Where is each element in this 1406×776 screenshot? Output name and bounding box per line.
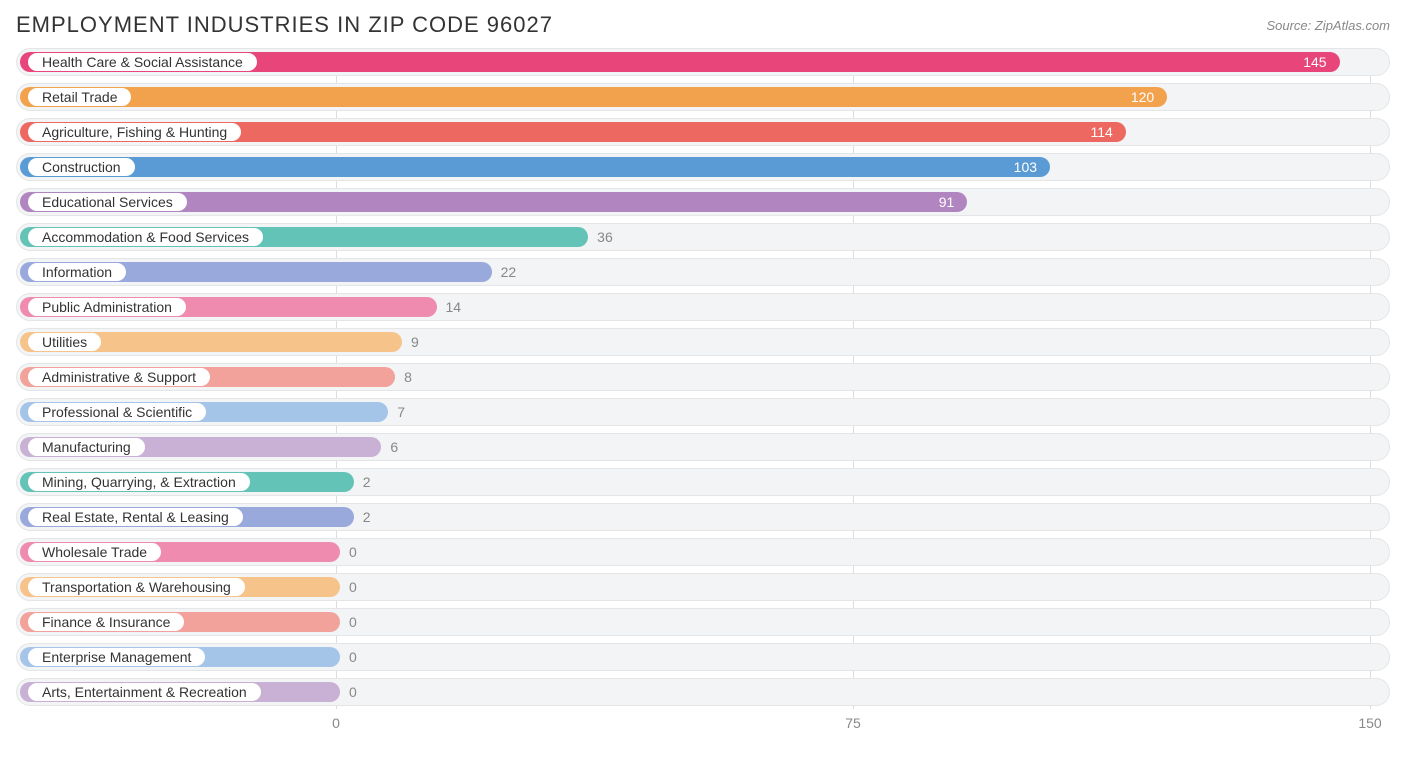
bar-label: Transportation & Warehousing [27,577,246,597]
bar-value: 0 [349,544,357,560]
bar-row: Wholesale Trade 0 [16,538,1390,566]
x-axis-tick: 150 [1358,715,1381,731]
bar-row: Transportation & Warehousing 0 [16,573,1390,601]
bar-row: Construction 103 [16,153,1390,181]
bar-row: Administrative & Support 8 [16,363,1390,391]
bar-row: Finance & Insurance 0 [16,608,1390,636]
bar-value: 0 [349,614,357,630]
bar-label: Finance & Insurance [27,612,185,632]
source-credit: Source: ZipAtlas.com [1266,18,1390,33]
bar-row: Utilities 9 [16,328,1390,356]
bar-row: Professional & Scientific 7 [16,398,1390,426]
bar-value: 120 [1131,89,1154,105]
bar-value: 14 [446,299,462,315]
bar-row: Public Administration 14 [16,293,1390,321]
bar-value: 0 [349,684,357,700]
bar-value: 7 [397,404,405,420]
bar-row: Manufacturing 6 [16,433,1390,461]
bar-row: Retail Trade 120 [16,83,1390,111]
bar-label: Professional & Scientific [27,402,207,422]
bar-value: 8 [404,369,412,385]
bar-label: Manufacturing [27,437,146,457]
bar-fill [20,157,1050,177]
bar-label: Administrative & Support [27,367,211,387]
bar-row: Accommodation & Food Services 36 [16,223,1390,251]
bar-label: Real Estate, Rental & Leasing [27,507,244,527]
bar-label: Wholesale Trade [27,542,162,562]
bar-label: Accommodation & Food Services [27,227,264,247]
bar-row: Agriculture, Fishing & Hunting 114 [16,118,1390,146]
bar-row: Arts, Entertainment & Recreation 0 [16,678,1390,706]
bar-value: 9 [411,334,419,350]
bar-value: 0 [349,579,357,595]
bar-label: Mining, Quarrying, & Extraction [27,472,251,492]
bar-label: Information [27,262,127,282]
bar-value: 0 [349,649,357,665]
bar-label: Utilities [27,332,102,352]
bar-value: 22 [501,264,517,280]
chart-area: Health Care & Social Assistance 145 Retail… [16,48,1390,737]
x-axis: 0 75 150 [16,713,1390,737]
bar-label: Agriculture, Fishing & Hunting [27,122,242,142]
x-axis-tick: 75 [845,715,861,731]
bar-value: 36 [597,229,613,245]
chart-header: EMPLOYMENT INDUSTRIES IN ZIP CODE 96027 … [16,12,1390,38]
bar-row: Educational Services 91 [16,188,1390,216]
bar-row: Enterprise Management 0 [16,643,1390,671]
bar-value: 114 [1091,124,1113,140]
bar-value: 2 [363,474,371,490]
bar-row: Information 22 [16,258,1390,286]
bar-row: Health Care & Social Assistance 145 [16,48,1390,76]
bar-value: 103 [1014,159,1037,175]
bar-label: Arts, Entertainment & Recreation [27,682,262,702]
bar-label: Health Care & Social Assistance [27,52,258,72]
bar-label: Retail Trade [27,87,132,107]
bar-value: 2 [363,509,371,525]
bar-label: Enterprise Management [27,647,206,667]
bar-row: Mining, Quarrying, & Extraction 2 [16,468,1390,496]
bar-fill [20,87,1167,107]
bar-row: Real Estate, Rental & Leasing 2 [16,503,1390,531]
bar-label: Public Administration [27,297,187,317]
bar-label: Construction [27,157,136,177]
x-axis-tick: 0 [332,715,340,731]
bar-value: 145 [1303,54,1326,70]
chart-title: EMPLOYMENT INDUSTRIES IN ZIP CODE 96027 [16,12,553,38]
bars-container: Health Care & Social Assistance 145 Retail… [16,48,1390,706]
bar-value: 91 [939,194,955,210]
bar-label: Educational Services [27,192,188,212]
bar-value: 6 [390,439,398,455]
